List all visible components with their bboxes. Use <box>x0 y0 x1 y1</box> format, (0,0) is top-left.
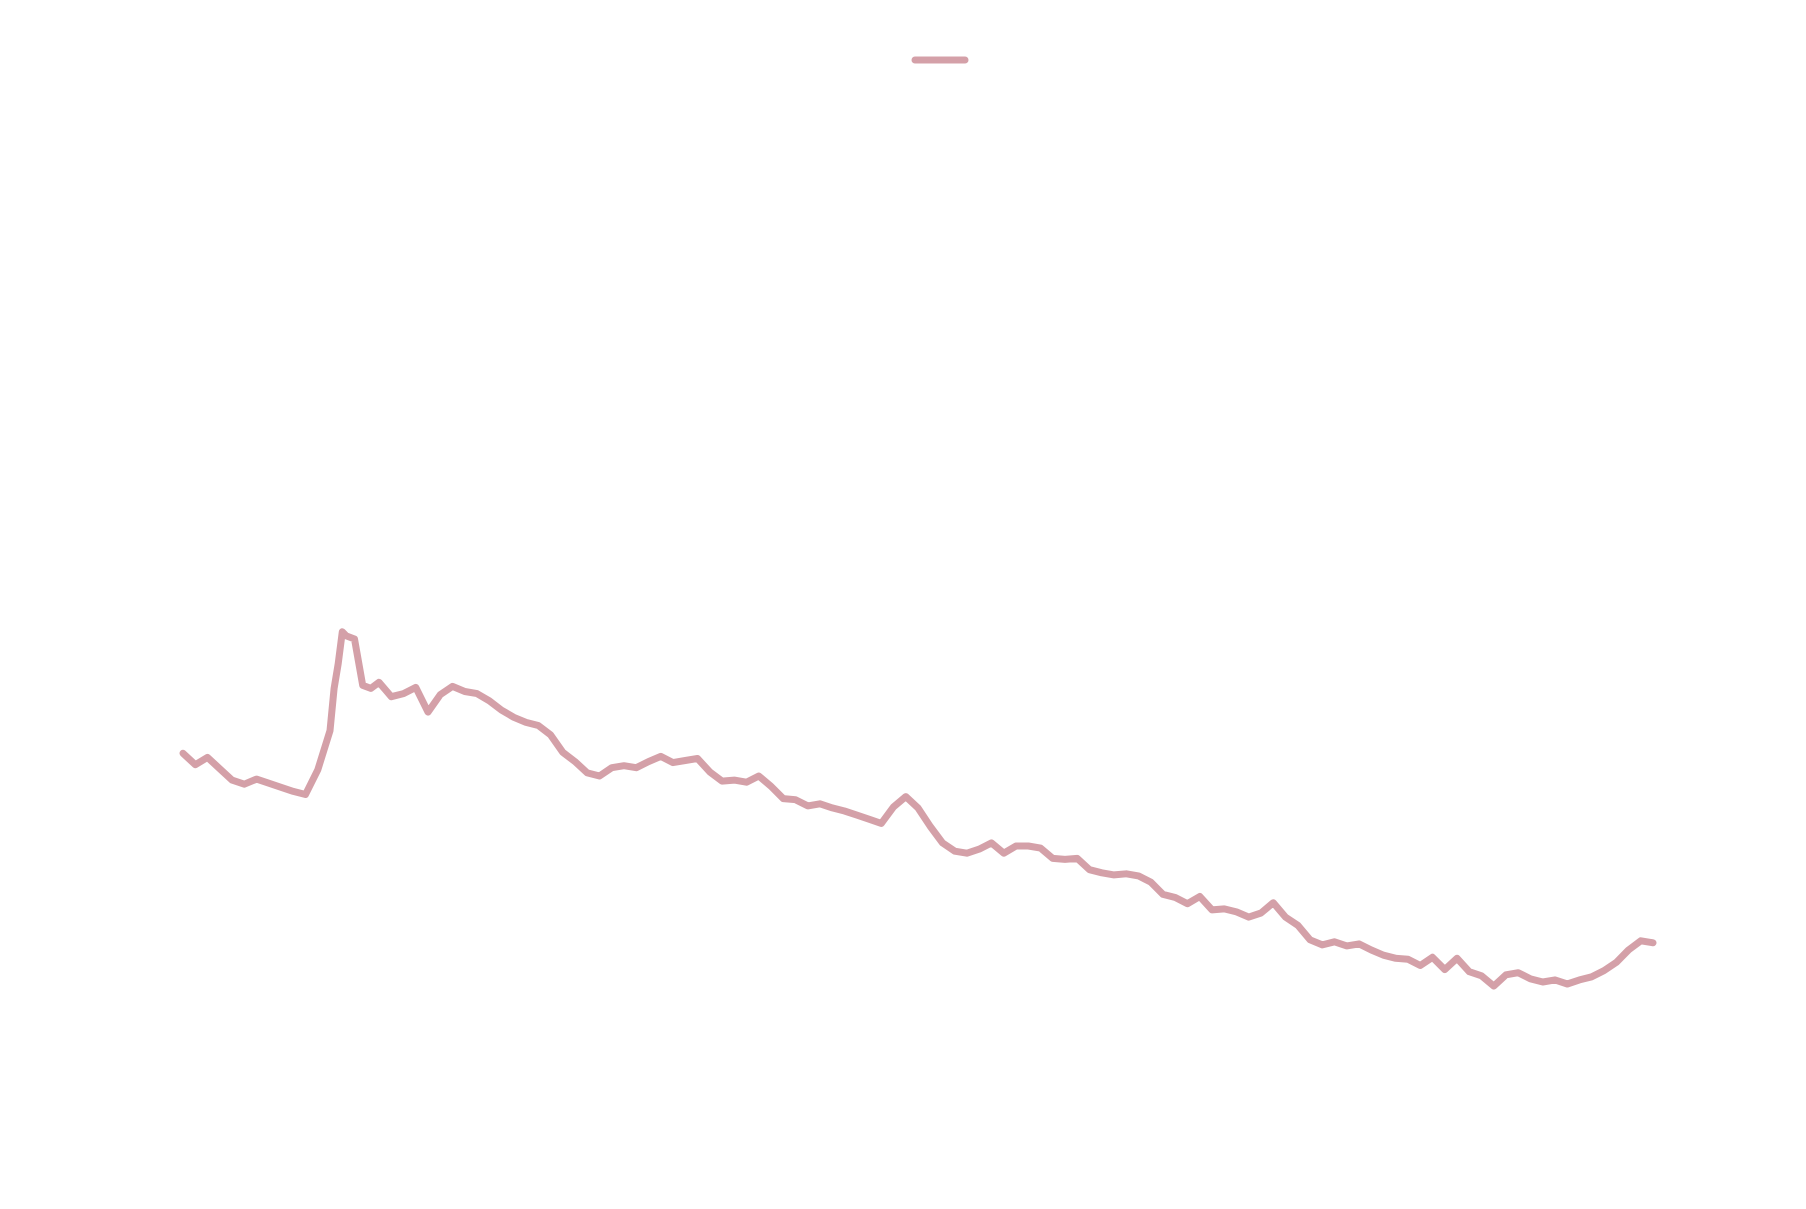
series-line-0 <box>179 628 1657 990</box>
plot-area <box>179 628 1657 990</box>
